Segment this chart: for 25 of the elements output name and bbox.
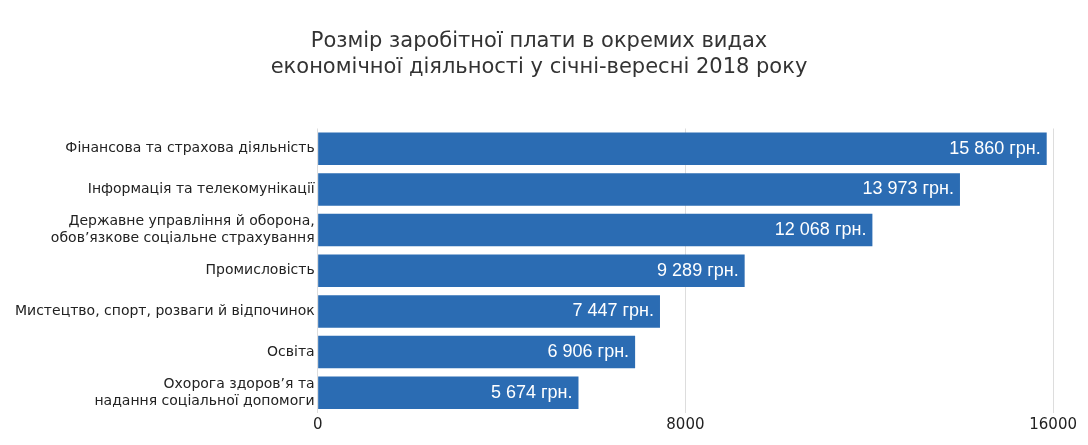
data-label: 5 674 грн.: [490, 381, 573, 402]
data-label: 15 860 грн.: [949, 137, 1041, 158]
bar: [318, 213, 873, 247]
y-tick-label: Мистецтво, спорт, розваги й відпочинок: [15, 302, 315, 319]
y-tick-label: Фінансова та страхова діяльність: [65, 139, 315, 156]
data-label: 12 068 грн.: [774, 219, 867, 240]
data-label: 13 973 грн.: [862, 178, 954, 199]
y-tick-label: Інформація та телекомунікації: [87, 180, 315, 197]
bar: [318, 335, 636, 369]
chart-title: Розмір заробітної плати в окремих видах економічної діяльності у січні-вересні 2018 року: [270, 27, 808, 78]
data-label: 6 906 грн.: [547, 341, 630, 361]
bar: [318, 132, 1047, 166]
y-tick-label: Державне управління й оборона, обов’язкове соціальне страхування: [50, 212, 315, 246]
x-tick-label: 0: [312, 414, 323, 433]
x-tick-label: 8000: [666, 414, 705, 433]
data-label: 9 289 грн.: [657, 259, 739, 280]
y-tick-label: Охорога здоров’я та надання соціальної допомоги: [94, 374, 315, 408]
bar: [318, 376, 579, 409]
data-label: 7 447 грн.: [572, 300, 654, 321]
bar: [318, 254, 745, 288]
y-tick-label: Освіта: [267, 342, 315, 359]
bar: [318, 295, 660, 328]
x-tick-label: 16000: [1029, 414, 1077, 433]
y-tick-label: Промисловість: [205, 261, 315, 278]
bar: [318, 173, 960, 206]
